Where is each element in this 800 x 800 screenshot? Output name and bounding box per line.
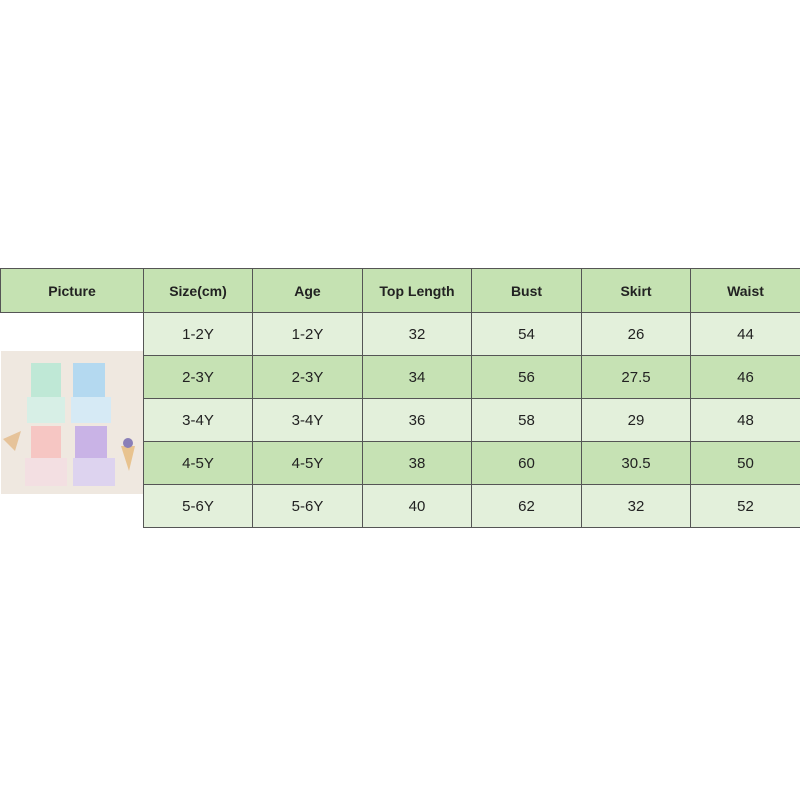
cell-waist: 52 [690,484,800,528]
outfit-pink [24,426,67,486]
cell-skirt: 26 [581,312,691,356]
header-row: Picture Size(cm) Age Top Length Bust Ski… [0,268,800,313]
product-photo [0,351,143,494]
table-row: 5-6Y 5-6Y 40 62 32 52 [1,484,800,528]
cell-waist: 48 [690,398,800,442]
header-top-length: Top Length [362,268,472,313]
table-row: 2-3Y 2-3Y 34 56 27.5 46 [1,355,800,399]
cell-bust: 56 [471,355,582,399]
size-chart-table: Picture Size(cm) Age Top Length Bust Ski… [0,268,800,528]
cell-bust: 58 [471,398,582,442]
cell-skirt: 30.5 [581,441,691,485]
cell-bust: 62 [471,484,582,528]
cell-skirt: 32 [581,484,691,528]
cell-top-length: 32 [362,312,472,356]
cell-size: 2-3Y [143,355,253,399]
product-picture-cell [0,312,144,528]
cell-top-length: 40 [362,484,472,528]
cell-waist: 44 [690,312,800,356]
header-size: Size(cm) [143,268,253,313]
outfit-green [26,363,65,423]
header-skirt: Skirt [581,268,691,313]
outfit-blue [70,363,111,423]
cell-age: 1-2Y [252,312,363,356]
cell-waist: 50 [690,441,800,485]
cell-size: 4-5Y [143,441,253,485]
cell-skirt: 29 [581,398,691,442]
cell-top-length: 34 [362,355,472,399]
outfit-purple [72,426,115,486]
cell-bust: 54 [471,312,582,356]
header-age: Age [252,268,363,313]
cell-age: 5-6Y [252,484,363,528]
cell-skirt: 27.5 [581,355,691,399]
cell-top-length: 38 [362,441,472,485]
cell-bust: 60 [471,441,582,485]
cell-top-length: 36 [362,398,472,442]
cell-size: 5-6Y [143,484,253,528]
cell-age: 3-4Y [252,398,363,442]
cell-age: 4-5Y [252,441,363,485]
cell-size: 1-2Y [143,312,253,356]
cell-age: 2-3Y [252,355,363,399]
header-picture: Picture [0,268,144,313]
header-waist: Waist [690,268,800,313]
table-row: 3-4Y 3-4Y 36 58 29 48 [1,398,800,442]
header-bust: Bust [471,268,582,313]
cell-size: 3-4Y [143,398,253,442]
cell-waist: 46 [690,355,800,399]
table-row: 4-5Y 4-5Y 38 60 30.5 50 [1,441,800,485]
table-row: 1-2Y 1-2Y 32 54 26 44 [0,312,800,528]
